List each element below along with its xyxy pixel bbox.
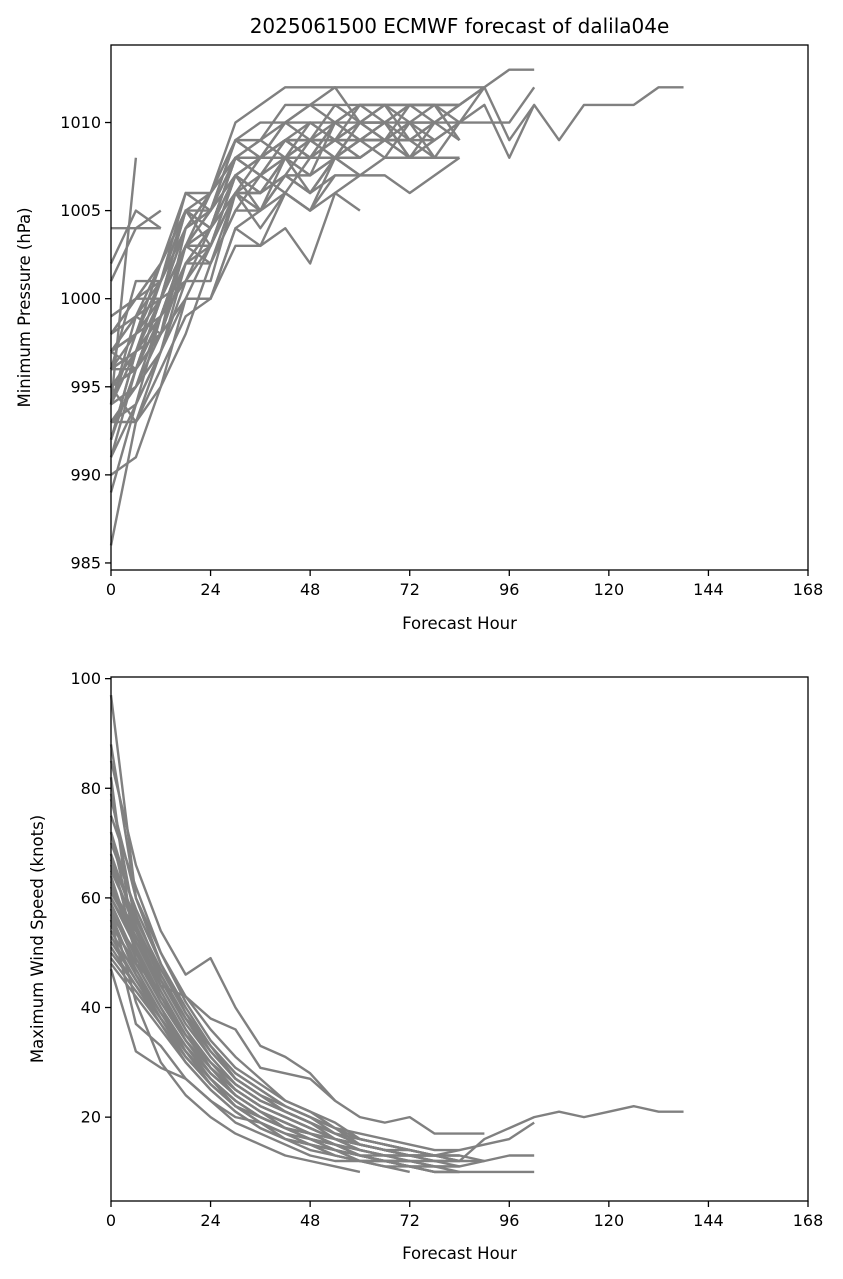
wind-x-tick-label: 48 <box>300 1211 320 1230</box>
pressure-x-tick-label: 0 <box>106 580 116 599</box>
pressure-axes-frame <box>110 44 809 571</box>
pressure-y-axis-label: Minimum Pressure (hPa) <box>15 207 34 407</box>
wind-series-line-33 <box>109 831 162 981</box>
pressure-series-line-33 <box>110 156 336 353</box>
wind-y-tick-label: 60 <box>81 888 101 907</box>
wind-axes-frame <box>110 676 809 1202</box>
pressure-series-line-28 <box>111 191 361 424</box>
pressure-y-tick-label: 985 <box>70 553 101 572</box>
wind-series-line-25 <box>109 919 360 1163</box>
wind-x-tick-label: 72 <box>400 1211 420 1230</box>
pressure-y-tick-label: 995 <box>70 377 101 396</box>
wind-series-line-37 <box>109 744 162 965</box>
pressure-x-tick-label: 120 <box>594 580 625 599</box>
pressure-series-line-37 <box>109 209 162 264</box>
pressure-x-tick-label: 24 <box>200 580 220 599</box>
pressure-series-line-29 <box>110 138 336 335</box>
pressure-x-tick-label: 144 <box>693 580 724 599</box>
wind-series-line-9 <box>109 859 460 1163</box>
pressure-y-tick-label: 1010 <box>60 113 101 132</box>
wind-x-axis-label: Forecast Hour <box>402 1244 517 1263</box>
wind-x-tick-label: 144 <box>693 1211 724 1230</box>
wind-x-tick-label: 0 <box>106 1211 116 1230</box>
pressure-panel: 0 24 48 72 96 120 144 168 985 990 995 1000 1005 1010… <box>15 44 823 633</box>
wind-series-line-32 <box>109 886 336 1135</box>
wind-series-line-36 <box>109 853 162 998</box>
wind-series-group <box>109 694 684 1174</box>
pressure-y-tick-label: 1005 <box>60 201 101 220</box>
wind-series-line-38 <box>109 793 162 976</box>
pressure-series-line-30 <box>111 103 460 371</box>
pressure-y-tick-label: 990 <box>70 465 101 484</box>
wind-series-line-30 <box>109 864 485 1163</box>
wind-series-line-31 <box>109 913 336 1146</box>
pressure-x-tick-label: 72 <box>400 580 420 599</box>
wind-y-tick-label: 100 <box>70 669 101 688</box>
pressure-series-line-32 <box>110 157 337 388</box>
wind-x-tick-label: 120 <box>594 1211 625 1230</box>
wind-y-tick-label: 20 <box>81 1108 101 1127</box>
pressure-y-tick-label: 1000 <box>60 289 101 308</box>
wind-y-axis: 20 40 60 80 100 <box>70 669 111 1127</box>
wind-series-line-12 <box>109 815 460 1152</box>
wind-y-axis-label: Maximum Wind Speed (knots) <box>28 815 47 1063</box>
pressure-series-group <box>109 68 684 546</box>
wind-y-tick-label: 80 <box>81 779 101 798</box>
pressure-x-tick-label: 168 <box>793 580 824 599</box>
pressure-x-tick-label: 48 <box>300 580 320 599</box>
pressure-series-line-31 <box>109 86 485 440</box>
wind-y-tick-label: 40 <box>81 998 101 1017</box>
wind-x-tick-label: 168 <box>793 1211 824 1230</box>
pressure-x-axis: 0 24 48 72 96 120 144 168 <box>106 570 823 599</box>
wind-x-tick-label: 24 <box>200 1211 220 1230</box>
wind-series-line-27 <box>109 908 361 1174</box>
pressure-y-axis: 985 990 995 1000 1005 1010 <box>60 113 111 572</box>
wind-panel: 0 24 48 72 96 120 144 168 20 40 60 80 100 Forecast … <box>28 669 823 1263</box>
chart-title: 2025061500 ECMWF forecast of dalila04e <box>250 14 670 38</box>
pressure-series-line-39 <box>109 315 162 458</box>
wind-series-line-4 <box>109 760 485 1135</box>
pressure-x-axis-label: Forecast Hour <box>402 614 517 633</box>
wind-x-axis: 0 24 48 72 96 120 144 168 <box>106 1201 823 1230</box>
wind-x-tick-label: 96 <box>499 1211 519 1230</box>
pressure-x-tick-label: 96 <box>499 580 519 599</box>
pressure-series-line-36 <box>109 157 138 405</box>
